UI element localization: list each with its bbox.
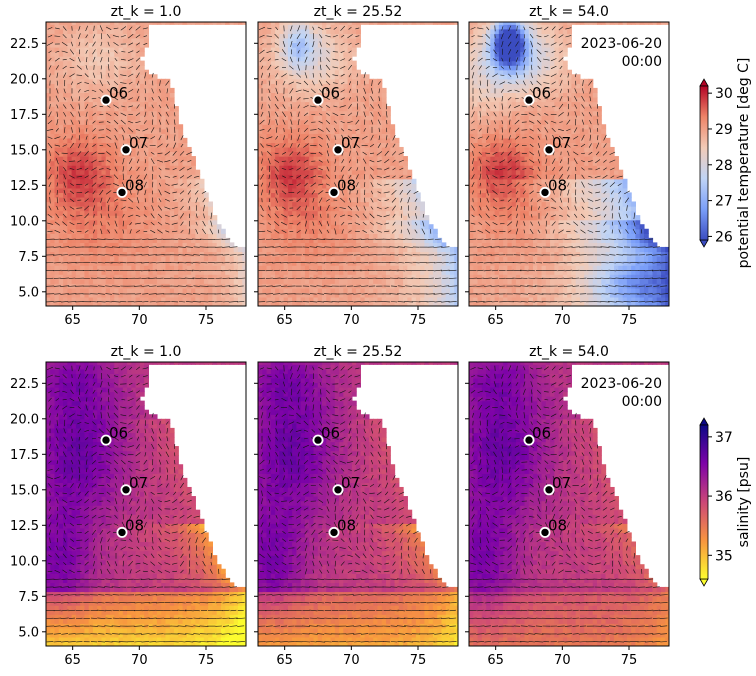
station-label: 06 (532, 84, 551, 102)
station-label: 08 (125, 176, 144, 194)
colorbar-gradient (700, 425, 708, 579)
y-tick-label: 7.5 (18, 590, 39, 605)
x-tick-label: 75 (198, 653, 215, 668)
colorbar-tick-label: 29 (715, 122, 733, 138)
timestamp-date: 2023-06-20 (581, 36, 662, 52)
field-heatmap (258, 360, 459, 647)
panel-title: zt_k = 25.52 (314, 344, 403, 360)
field-heatmap (258, 20, 459, 307)
y-tick-label: 15.0 (10, 143, 39, 158)
x-tick-label: 65 (487, 313, 504, 328)
panel-title: zt_k = 1.0 (111, 4, 182, 20)
y-tick-label: 15.0 (10, 483, 39, 498)
colorbar-extend-top (700, 79, 708, 86)
x-tick-label: 70 (131, 313, 148, 328)
x-tick-label: 65 (487, 653, 504, 668)
field-heatmap (46, 20, 247, 307)
colorbar-gradient (700, 86, 708, 240)
x-tick-label: 70 (554, 313, 571, 328)
colorbar-extend-top (700, 418, 708, 425)
y-tick-label: 7.5 (18, 250, 39, 265)
y-tick-label: 5.0 (18, 625, 39, 640)
station-label: 07 (552, 474, 571, 492)
colorbar-tick-label: 35 (715, 548, 733, 564)
station-label: 07 (129, 134, 148, 152)
x-tick-label: 65 (64, 653, 81, 668)
station-label: 08 (125, 516, 144, 534)
x-tick-label: 70 (131, 653, 148, 668)
station-label: 06 (109, 424, 128, 442)
y-tick-label: 12.5 (10, 519, 39, 534)
map-panel-r1-c2: zt_k = 25.52 65 70 75 06 07 08 (254, 4, 459, 328)
x-tick-label: 75 (410, 313, 427, 328)
colorbar-label: potential temperature [deg C] (736, 58, 752, 269)
x-tick-label: 70 (554, 653, 571, 668)
station-label: 08 (548, 176, 567, 194)
x-tick-label: 65 (276, 653, 293, 668)
station-label: 07 (341, 474, 360, 492)
station-label: 06 (109, 84, 128, 102)
y-tick-label: 20.0 (10, 72, 39, 87)
y-tick-label: 22.5 (10, 37, 39, 52)
colorbar-tick-label: 27 (715, 194, 733, 210)
map-panel-r1-c1: zt_k = 1.0 65 70 75 5.0 7.5 10.0 12.5 15.0 17.5 20… (10, 4, 247, 328)
x-tick-label: 70 (343, 313, 360, 328)
colorbar-tick-label: 37 (715, 430, 733, 446)
map-panel-r1-c3: zt_k = 54.0 65 70 75 06 07 08 2023-06-20 00:00 (465, 4, 670, 328)
y-tick-label: 20.0 (10, 412, 39, 427)
colorbar-extend-bottom (700, 240, 708, 247)
map-panel-r2-c1: zt_k = 1.0 65 70 75 5.0 7.5 10.0 12.5 15.0 17.5 20… (10, 344, 247, 668)
y-tick-label: 10.0 (10, 214, 39, 229)
x-tick-label: 75 (410, 653, 427, 668)
x-tick-label: 70 (343, 653, 360, 668)
y-tick-label: 12.5 (10, 179, 39, 194)
field-heatmap (46, 360, 247, 647)
y-tick-label: 17.5 (10, 448, 39, 463)
panel-title: zt_k = 1.0 (111, 344, 182, 360)
station-label: 07 (341, 134, 360, 152)
station-label: 08 (548, 516, 567, 534)
station-label: 06 (321, 84, 340, 102)
map-panel-r2-c2: zt_k = 25.52 65 70 75 06 07 08 (254, 344, 459, 668)
y-tick-label: 22.5 (10, 377, 39, 392)
y-tick-label: 5.0 (18, 285, 39, 300)
x-tick-label: 75 (621, 313, 638, 328)
timestamp-time: 00:00 (622, 394, 662, 410)
colorbar-extend-bottom (700, 579, 708, 586)
colorbar-tick-label: 36 (715, 489, 733, 505)
station-label: 08 (337, 516, 356, 534)
station-label: 06 (321, 424, 340, 442)
colorbar-tick-label: 26 (715, 229, 733, 245)
x-tick-label: 75 (198, 313, 215, 328)
station-label: 07 (129, 474, 148, 492)
x-tick-label: 75 (621, 653, 638, 668)
station-label: 06 (532, 424, 551, 442)
y-tick-label: 10.0 (10, 554, 39, 569)
timestamp-time: 00:00 (622, 54, 662, 70)
x-tick-label: 65 (276, 313, 293, 328)
colorbar-label: salinity [psu] (736, 457, 752, 548)
station-label: 07 (552, 134, 571, 152)
colorbar-tick-label: 30 (715, 86, 733, 102)
y-tick-label: 17.5 (10, 108, 39, 123)
panel-title: zt_k = 54.0 (529, 344, 609, 360)
map-panel-r2-c3: zt_k = 54.0 65 70 75 06 07 08 2023-06-20 00:00 (465, 344, 670, 668)
panel-title: zt_k = 25.52 (314, 4, 403, 20)
timestamp-date: 2023-06-20 (581, 376, 662, 392)
colorbar-tick-label: 28 (715, 158, 733, 174)
panel-title: zt_k = 54.0 (529, 4, 609, 20)
x-tick-label: 65 (64, 313, 81, 328)
station-label: 08 (337, 176, 356, 194)
